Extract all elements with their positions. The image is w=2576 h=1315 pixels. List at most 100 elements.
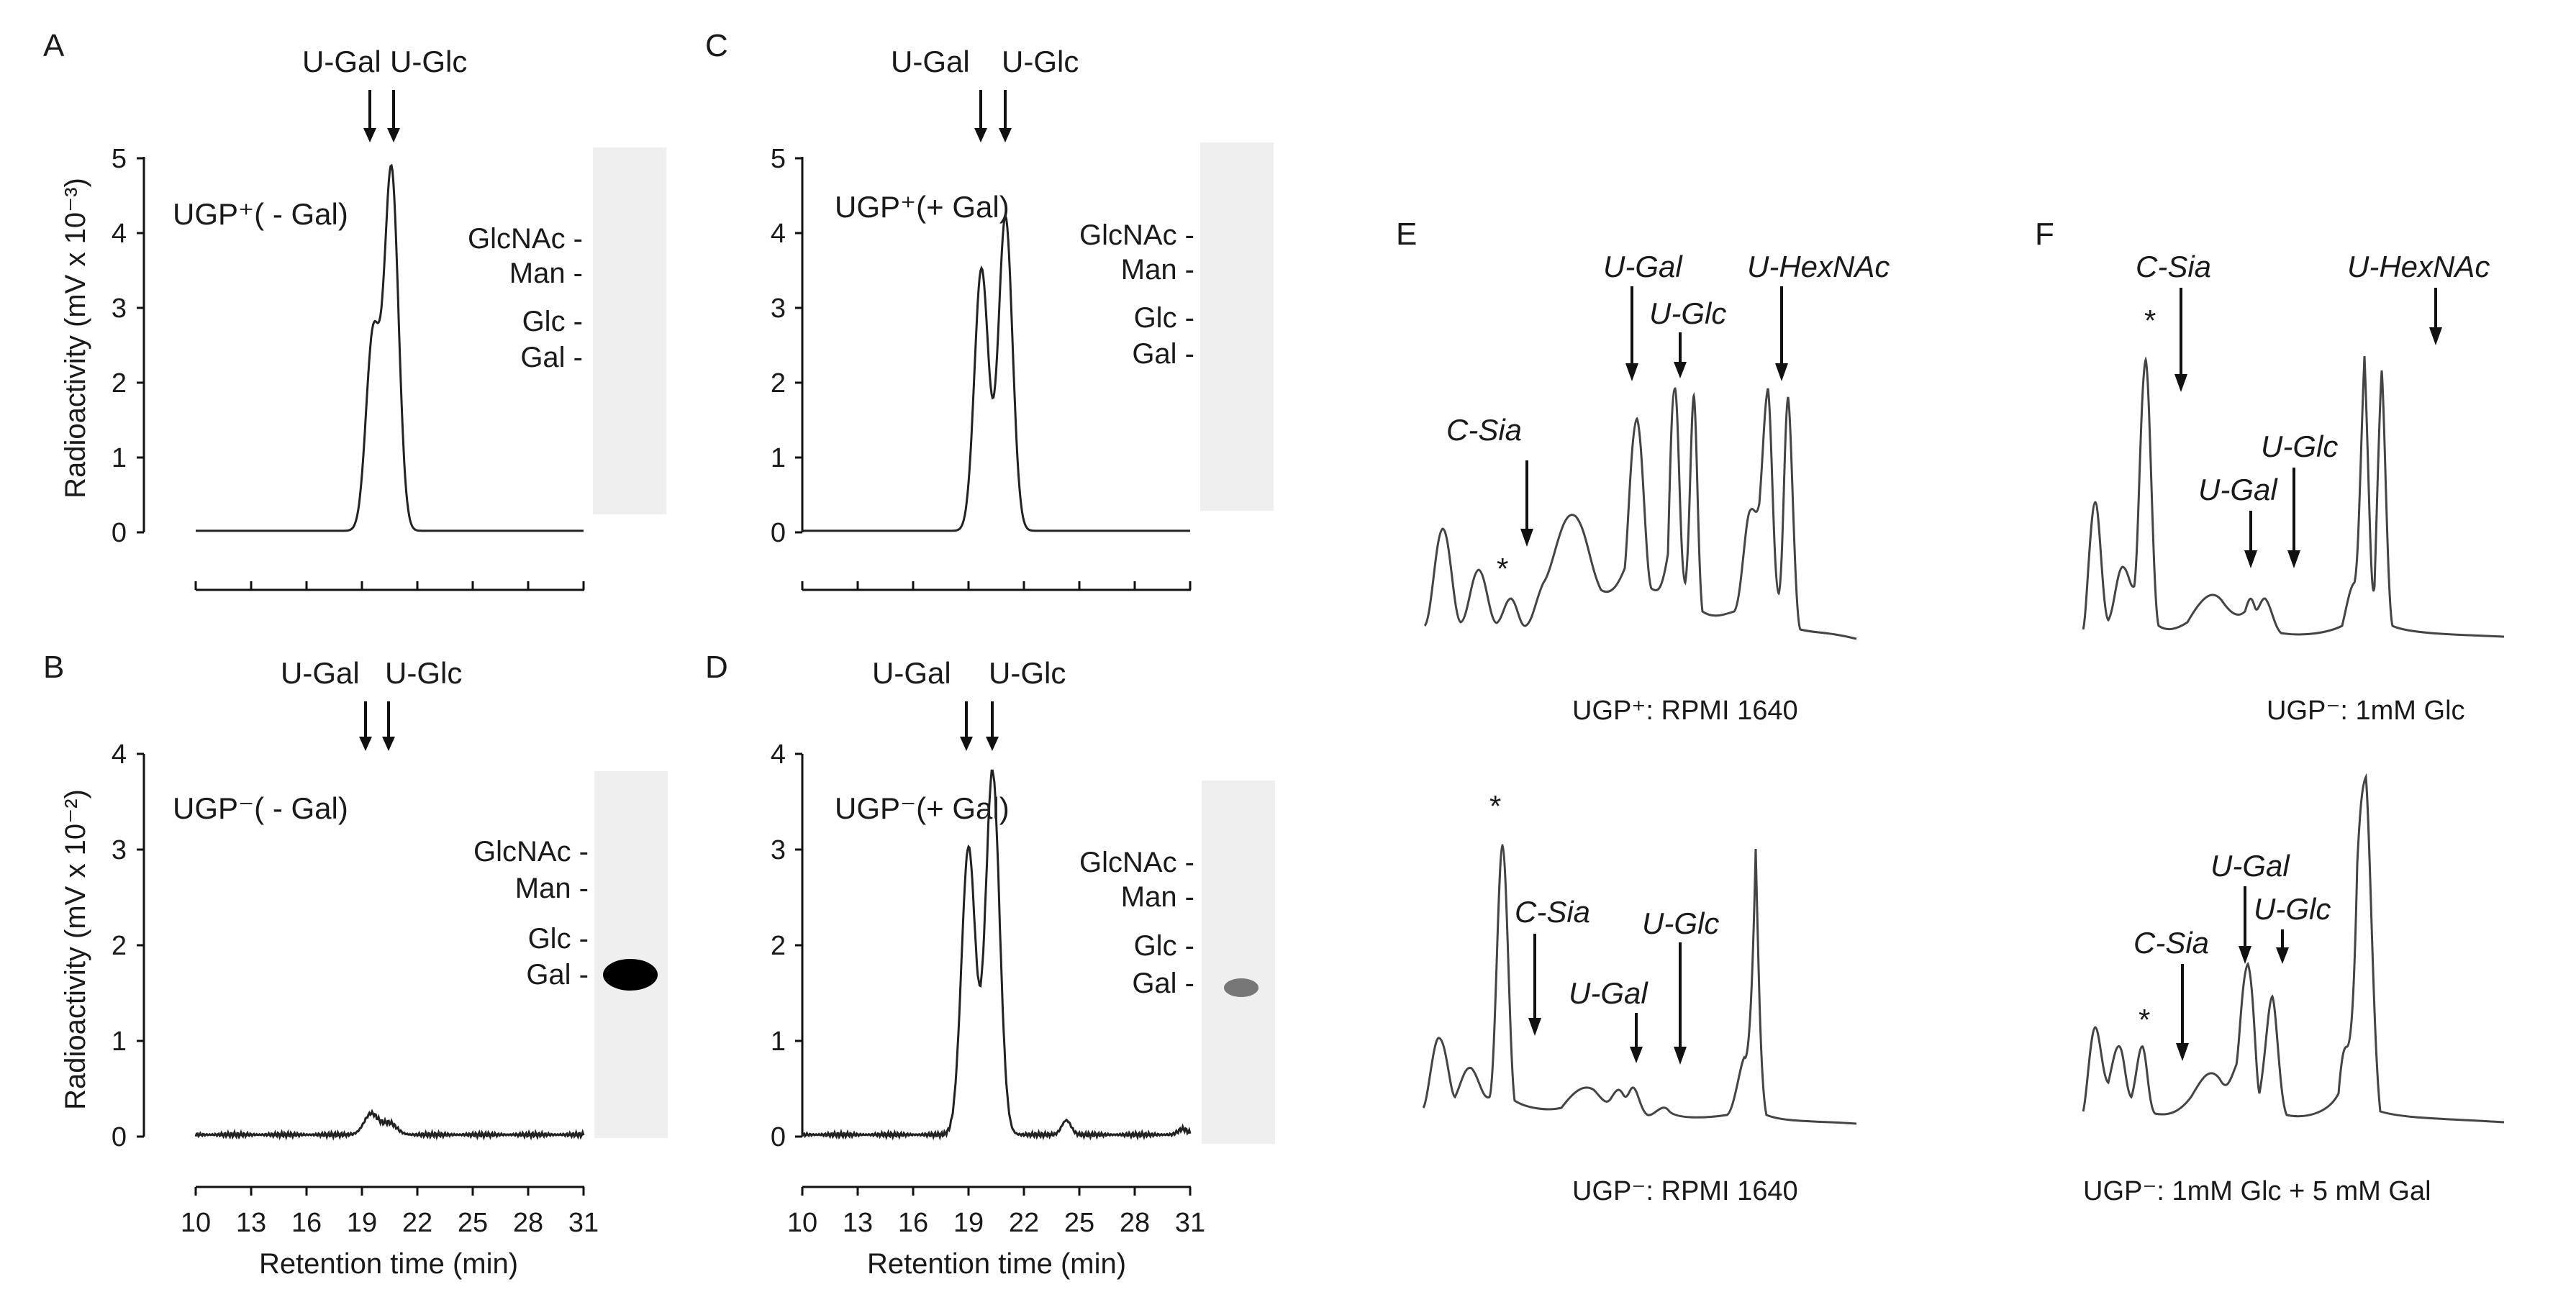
y-tick-label: 5 — [771, 144, 786, 174]
x-tick-label: 19 — [347, 1208, 377, 1238]
y-tick-label: 4 — [771, 740, 786, 770]
panel-c: C U-Gal U-Glc 0 1 2 3 4 5 — [705, 28, 1274, 591]
peak-marker-star: * — [1489, 789, 1501, 823]
arrow-label-u-glc: U-Glc — [390, 45, 467, 78]
caption-e-bottom: UGP⁻: RPMI 1640 — [1572, 1176, 1798, 1206]
panel-a: A U-Gal U-Glc Radioactivity (mV x 10⁻³) … — [43, 28, 666, 591]
x-tick-label: 19 — [953, 1208, 984, 1238]
arrow-u-gal — [974, 90, 987, 142]
y-ticks: 0 1 2 3 4 5 — [112, 144, 144, 548]
profile-trace-f-top — [2082, 355, 2505, 638]
y-tick-label: 3 — [771, 294, 786, 324]
y-tick-label: 1 — [771, 1027, 786, 1057]
y-tick-label: 2 — [771, 368, 786, 399]
x-tick-label: 10 — [181, 1208, 211, 1238]
y-tick-label: 2 — [112, 368, 127, 399]
label-c-sia: C-Sia — [1446, 413, 1522, 447]
x-tick-label: 28 — [1120, 1208, 1150, 1238]
y-ticks: 0 1 2 3 4 — [771, 740, 802, 1152]
profile-trace-f-bottom — [2082, 773, 2505, 1124]
gel-marker-gal: Gal - — [1132, 338, 1194, 370]
label-u-hexnac: U-HexNAc — [1747, 250, 1890, 283]
tlc-gel-lane — [593, 147, 666, 514]
x-axis-label: Retention time (min) — [259, 1248, 518, 1280]
label-u-glc: U-Glc — [1649, 296, 1726, 330]
profile-trace-e-bottom — [1422, 843, 1857, 1125]
gel-markers: GlcNAc - Man - Glc - Gal - — [473, 836, 589, 991]
y-tick-label: 4 — [771, 219, 786, 249]
gel-marker-glcnac: GlcNAc - — [473, 836, 589, 868]
x-axis — [194, 581, 585, 591]
gel-spot-gal — [1224, 978, 1258, 997]
arrow-c-sia — [1520, 460, 1533, 547]
arrow-c-sia — [1528, 934, 1541, 1036]
panel-f: F * C-Sia U-Glc U-Gal U-HexNAc UGP⁻: 1mM… — [2035, 217, 2505, 1206]
arrow-u-gal — [960, 701, 973, 751]
gel-marker-glcnac: GlcNAc - — [1079, 219, 1194, 251]
y-tick-label: 1 — [112, 1027, 127, 1057]
gel-marker-gal: Gal - — [526, 959, 589, 991]
condition-label: UGP⁻(+ Gal) — [835, 791, 1010, 825]
arrow-u-glc — [382, 701, 395, 751]
y-tick-label: 2 — [771, 931, 786, 961]
condition-label: UGP⁻( - Gal) — [173, 791, 348, 825]
gel-marker-man: Man - — [1121, 881, 1194, 913]
x-tick-label: 25 — [458, 1208, 488, 1238]
arrow-u-glc — [999, 90, 1012, 142]
label-c-sia: C-Sia — [2133, 926, 2209, 960]
label-u-gal: U-Gal — [2210, 849, 2290, 883]
y-tick-label: 3 — [112, 835, 127, 865]
arrow-label-u-gal: U-Gal — [872, 656, 951, 690]
x-tick-label: 13 — [843, 1208, 873, 1238]
gel-marker-glcnac: GlcNAc - — [1079, 847, 1194, 878]
arrow-u-gal — [363, 90, 376, 142]
arrow-label-u-glc: U-Glc — [1002, 45, 1079, 78]
panel-b: B U-Gal U-Glc Radioactivity (mV x 10⁻²) … — [43, 650, 668, 1280]
gel-marker-man: Man - — [515, 873, 589, 904]
x-tick-label: 25 — [1064, 1208, 1094, 1238]
gel-marker-gal: Gal - — [520, 342, 583, 373]
tlc-gel-lane — [1200, 142, 1274, 511]
arrow-label-u-glc: U-Glc — [989, 656, 1066, 690]
x-tick-label: 16 — [291, 1208, 322, 1238]
caption-e-top: UGP⁺: RPMI 1640 — [1572, 696, 1798, 726]
chromatogram-trace — [801, 769, 1192, 1141]
y-tick-label: 3 — [112, 294, 127, 324]
arrow-c-sia — [2174, 288, 2187, 392]
y-tick-label: 4 — [112, 219, 127, 249]
x-axis-label: Retention time (min) — [867, 1248, 1126, 1280]
arrow-u-hexnac — [2429, 288, 2442, 345]
peak-marker-star: * — [2144, 304, 2156, 337]
tlc-gel-lane — [594, 771, 668, 1138]
gel-markers: GlcNAc - Man - Glc - Gal - — [1079, 219, 1194, 370]
arrow-u-glc — [387, 90, 400, 142]
x-tick-label: 28 — [513, 1208, 543, 1238]
peak-marker-star: * — [1497, 552, 1508, 586]
x-axis — [801, 581, 1192, 591]
y-ticks: 0 1 2 3 4 — [112, 740, 144, 1152]
panel-label-b: B — [43, 650, 64, 685]
panel-e: E C-Sia * U-Gal U-Glc U-HexNAc UGP⁺: RPM… — [1396, 217, 1890, 1206]
gel-marker-man: Man - — [1121, 254, 1194, 286]
label-u-glc: U-Glc — [1642, 906, 1719, 940]
arrow-u-glc — [1674, 942, 1687, 1065]
arrow-c-sia — [2176, 964, 2189, 1061]
y-tick-label: 0 — [771, 1122, 786, 1152]
y-tick-label: 0 — [771, 518, 786, 548]
chromatogram-trace — [194, 1109, 585, 1141]
arrow-u-gal — [359, 701, 372, 751]
x-axis: 10 13 16 19 22 25 28 31 Retention time (… — [787, 1186, 1205, 1280]
x-tick-label: 22 — [1009, 1208, 1039, 1238]
panel-label-c: C — [705, 28, 728, 63]
panel-label-d: D — [705, 650, 728, 685]
label-c-sia: C-Sia — [2136, 250, 2211, 283]
arrow-u-glc — [2287, 468, 2300, 568]
arrow-u-gal — [1625, 286, 1638, 381]
x-tick-label: 10 — [787, 1208, 817, 1238]
gel-marker-gal: Gal - — [1132, 968, 1194, 999]
gel-marker-man: Man - — [509, 258, 583, 289]
label-u-glc: U-Glc — [2261, 429, 2338, 463]
gel-marker-glc: Glc - — [1134, 302, 1194, 334]
gel-markers: GlcNAc - Man - Glc - Gal - — [468, 223, 583, 373]
